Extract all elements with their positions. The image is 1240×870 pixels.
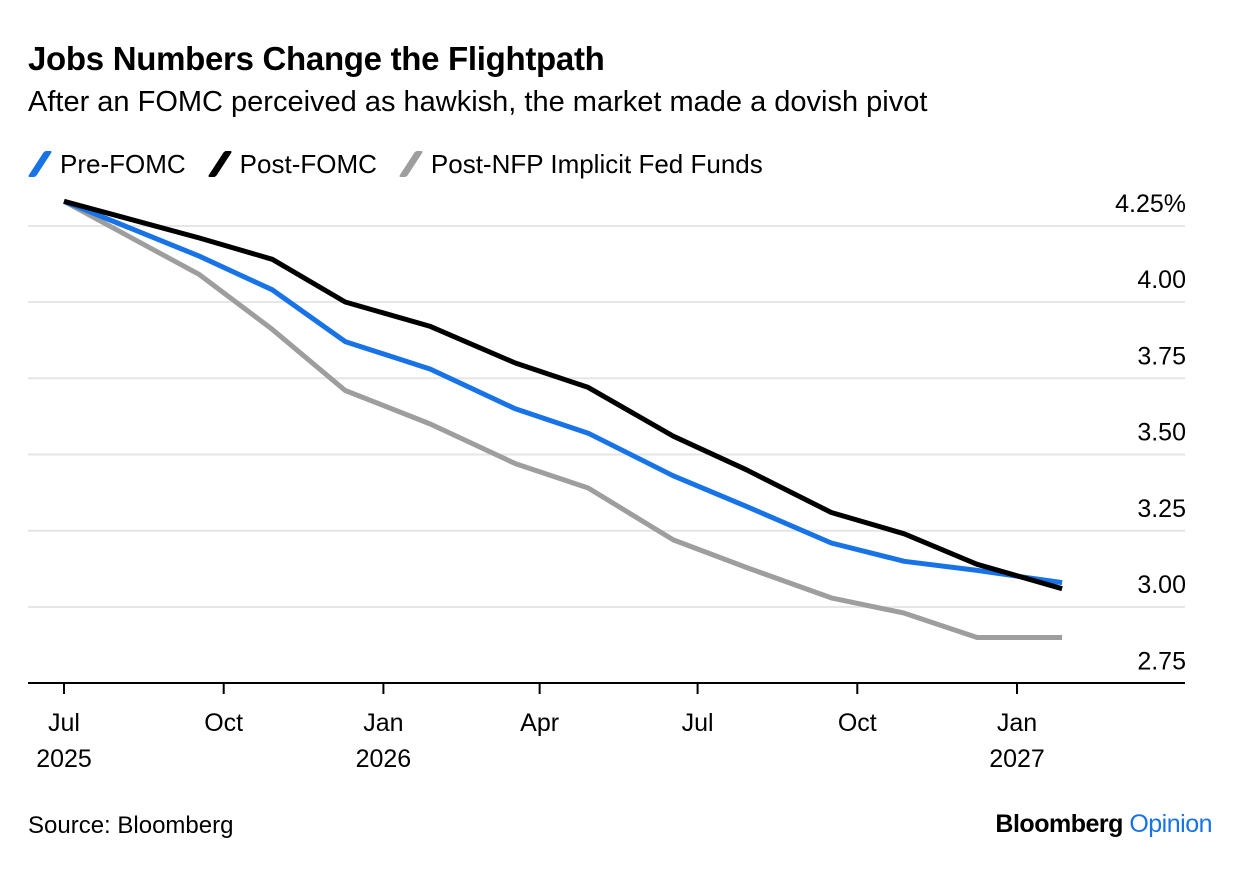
line-chart: 4.25% 4.00 3.75 3.50 3.25 3.00 2.75 Jul 2025 Oct J…: [28, 190, 1186, 773]
brand-logo: Bloomberg Opinion: [995, 810, 1212, 839]
x-tick-year-label: 2026: [356, 745, 412, 773]
series-line-pre-fomc: [63, 198, 1063, 586]
x-tick-label: Jan: [363, 709, 403, 737]
series-line-post-fomc: [63, 198, 1063, 592]
y-tick-label: 2.75: [1137, 647, 1186, 675]
chart-subtitle: After an FOMC perceived as hawkish, the …: [28, 86, 928, 118]
legend-swatch-post-nfp: [398, 151, 424, 177]
legend-item-post-nfp: Post-NFP Implicit Fed Funds: [398, 148, 763, 180]
y-tick-label: 3.25: [1137, 495, 1186, 523]
y-tick-label: 3.50: [1137, 419, 1186, 447]
legend-item-pre-fomc: Pre-FOMC: [27, 148, 186, 180]
legend-swatch-pre-fomc: [27, 151, 53, 177]
x-tick-label: Oct: [204, 709, 243, 737]
series-line-post-nfp-implicit-fed-funds: [62, 199, 1063, 640]
x-tick-label: Jan: [997, 709, 1037, 737]
x-tick-year-label: 2025: [36, 745, 92, 773]
chart-legend: Pre-FOMC Post-FOMC Post-NFP Implicit Fed…: [27, 146, 785, 182]
y-tick-label: 3.75: [1137, 342, 1186, 370]
source-note: Source: Bloomberg: [28, 812, 234, 839]
chart-title: Jobs Numbers Change the Flightpath: [28, 40, 605, 77]
legend-label-post-fomc: Post-FOMC: [239, 148, 377, 179]
legend-label-pre-fomc: Pre-FOMC: [60, 148, 186, 179]
x-tick-label: Jul: [682, 709, 714, 737]
legend-item-post-fomc: Post-FOMC: [207, 148, 377, 180]
x-tick-year-label: 2027: [989, 745, 1045, 773]
brand-accent: Opinion: [1129, 810, 1212, 838]
y-tick-label: 3.00: [1137, 571, 1186, 599]
brand-main: Bloomberg: [995, 810, 1123, 838]
x-tick-label: Jul: [48, 709, 80, 737]
y-tick-label: 4.25%: [1115, 190, 1186, 218]
x-tick-label: Oct: [838, 709, 877, 737]
legend-swatch-post-fomc: [207, 151, 233, 177]
y-tick-label: 4.00: [1137, 266, 1186, 294]
legend-label-post-nfp: Post-NFP Implicit Fed Funds: [430, 148, 763, 179]
x-tick-label: Apr: [520, 709, 559, 737]
